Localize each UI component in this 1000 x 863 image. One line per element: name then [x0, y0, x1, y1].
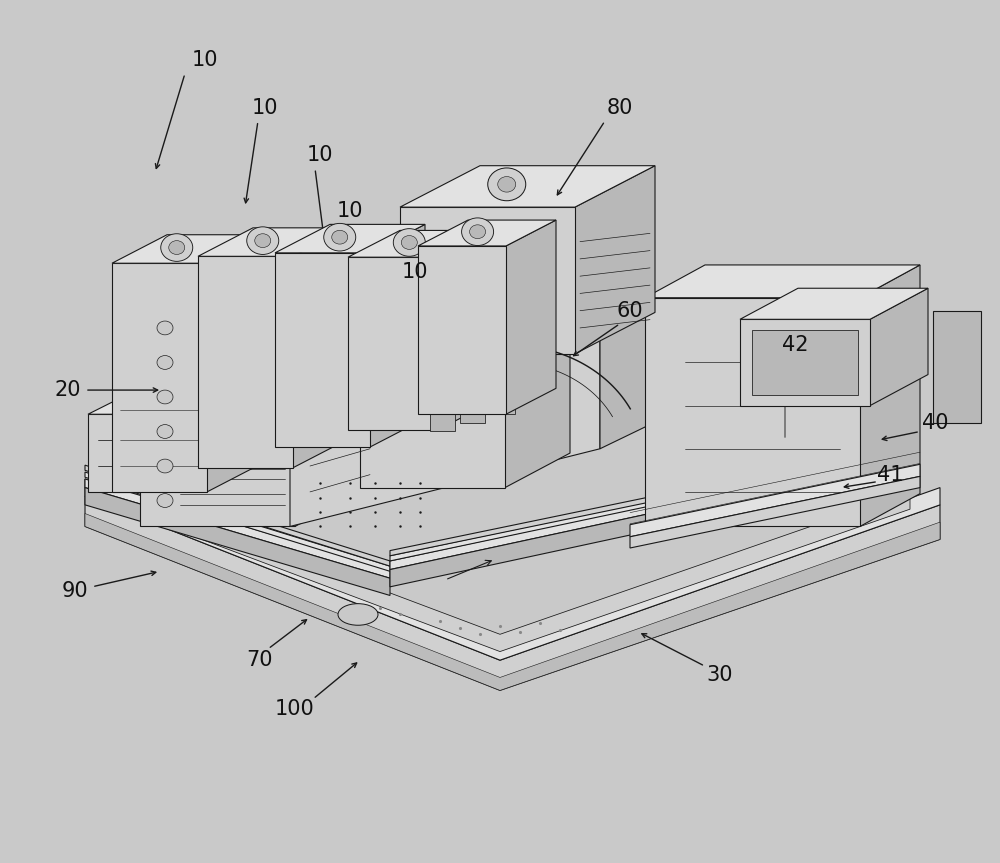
Polygon shape [418, 246, 506, 414]
FancyBboxPatch shape [712, 448, 736, 469]
Text: 10: 10 [307, 145, 333, 166]
Polygon shape [198, 256, 293, 468]
Text: 10: 10 [402, 261, 428, 282]
Circle shape [332, 230, 348, 244]
Polygon shape [630, 464, 920, 537]
Circle shape [429, 325, 461, 353]
Circle shape [488, 168, 526, 201]
Polygon shape [418, 220, 556, 246]
Polygon shape [207, 235, 262, 492]
Circle shape [255, 234, 271, 248]
Text: 20: 20 [55, 380, 81, 400]
Polygon shape [85, 465, 390, 566]
Polygon shape [140, 242, 360, 276]
Polygon shape [110, 488, 910, 652]
Text: 10: 10 [337, 201, 363, 222]
Text: 100: 100 [275, 699, 315, 720]
Polygon shape [183, 387, 238, 492]
Polygon shape [600, 235, 650, 449]
Polygon shape [360, 358, 505, 488]
Polygon shape [390, 472, 770, 556]
Polygon shape [295, 242, 360, 526]
Polygon shape [870, 288, 928, 406]
Text: 40: 40 [922, 413, 948, 433]
Circle shape [401, 236, 417, 249]
Text: 60: 60 [617, 300, 643, 321]
Polygon shape [752, 330, 858, 395]
Polygon shape [348, 257, 438, 430]
Polygon shape [348, 230, 490, 257]
Polygon shape [140, 276, 295, 526]
Polygon shape [505, 324, 570, 488]
Polygon shape [400, 166, 655, 207]
Polygon shape [85, 496, 940, 690]
Polygon shape [85, 479, 390, 578]
Polygon shape [740, 288, 928, 319]
Polygon shape [490, 388, 515, 414]
Polygon shape [430, 406, 455, 432]
Polygon shape [390, 488, 770, 587]
Polygon shape [460, 397, 485, 423]
Polygon shape [740, 319, 870, 406]
Polygon shape [85, 472, 390, 571]
Polygon shape [88, 387, 238, 414]
Text: 41: 41 [877, 464, 903, 485]
Circle shape [157, 390, 173, 404]
Polygon shape [198, 228, 348, 256]
Circle shape [462, 217, 494, 245]
Polygon shape [275, 253, 370, 447]
Polygon shape [88, 414, 183, 492]
Circle shape [157, 425, 173, 438]
FancyBboxPatch shape [712, 422, 736, 443]
Circle shape [157, 459, 173, 473]
Polygon shape [85, 479, 940, 660]
Polygon shape [390, 479, 770, 570]
Polygon shape [645, 265, 920, 298]
Polygon shape [506, 220, 556, 414]
Polygon shape [85, 488, 390, 595]
Circle shape [393, 229, 425, 256]
Circle shape [470, 225, 486, 239]
Ellipse shape [338, 604, 378, 625]
Text: 10: 10 [252, 98, 278, 118]
Polygon shape [290, 259, 600, 526]
Polygon shape [112, 235, 262, 263]
Polygon shape [933, 311, 981, 423]
FancyBboxPatch shape [712, 396, 736, 417]
Circle shape [169, 241, 185, 255]
Polygon shape [860, 265, 920, 526]
Polygon shape [85, 513, 940, 690]
Circle shape [157, 321, 173, 335]
Text: 70: 70 [247, 650, 273, 671]
Polygon shape [293, 228, 348, 468]
Circle shape [324, 224, 356, 251]
Polygon shape [360, 324, 570, 358]
Polygon shape [438, 230, 490, 430]
Polygon shape [630, 476, 920, 548]
Text: 30: 30 [707, 665, 733, 685]
Circle shape [157, 494, 173, 507]
Text: 10: 10 [192, 50, 218, 71]
Polygon shape [645, 298, 860, 526]
Circle shape [247, 227, 279, 255]
Text: 90: 90 [62, 581, 88, 602]
Polygon shape [112, 263, 207, 492]
Text: 80: 80 [607, 98, 633, 118]
Polygon shape [370, 224, 425, 447]
Polygon shape [400, 207, 575, 354]
Polygon shape [575, 166, 655, 354]
Circle shape [161, 234, 193, 261]
Circle shape [498, 177, 516, 192]
Circle shape [157, 356, 173, 369]
Text: 42: 42 [782, 335, 808, 356]
Polygon shape [390, 476, 770, 561]
Polygon shape [275, 224, 425, 253]
